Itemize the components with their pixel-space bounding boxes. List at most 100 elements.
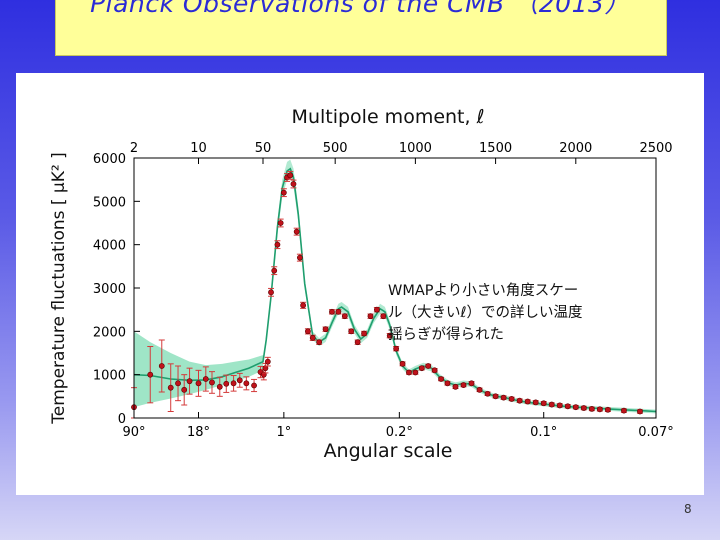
data-point	[564, 403, 571, 410]
top-tick-label: 1000	[399, 141, 432, 156]
data-marker	[373, 306, 380, 313]
data-point	[620, 407, 627, 414]
data-marker	[309, 334, 316, 341]
data-marker	[348, 328, 355, 335]
top-tick-label: 2500	[639, 141, 672, 156]
data-marker	[556, 402, 563, 409]
data-point	[290, 179, 297, 189]
axes-layer	[133, 157, 657, 419]
data-marker	[329, 308, 335, 315]
data-point	[636, 408, 643, 415]
data-point	[243, 376, 250, 391]
data-marker	[277, 220, 284, 226]
data-point	[431, 367, 438, 374]
data-point	[341, 313, 348, 320]
data-marker	[596, 406, 603, 413]
data-marker	[175, 380, 181, 387]
y-axis-title: Temperature fluctuations [ μK² ]	[49, 152, 69, 424]
data-marker	[264, 358, 271, 365]
data-point	[216, 376, 223, 397]
data-marker	[243, 380, 250, 387]
data-marker	[431, 367, 438, 374]
data-point	[277, 218, 284, 228]
data-marker	[516, 397, 523, 404]
data-point	[287, 170, 294, 180]
data-marker	[452, 383, 459, 390]
data-marker	[300, 302, 307, 309]
data-marker	[209, 379, 215, 386]
data-marker	[147, 371, 154, 378]
top-tick-label: 2	[130, 141, 138, 156]
data-point	[361, 330, 368, 337]
data-marker	[460, 382, 467, 388]
data-marker	[186, 378, 193, 385]
data-marker	[223, 380, 230, 387]
data-point	[230, 375, 237, 392]
data-marker	[195, 380, 202, 387]
top-tick-label: 50	[255, 141, 272, 156]
data-point	[500, 394, 507, 401]
bottom-tick-label: 1°	[276, 425, 291, 440]
data-point	[181, 374, 188, 406]
data-marker	[268, 289, 274, 296]
data-point	[540, 400, 547, 407]
data-point	[167, 363, 174, 412]
data-marker	[287, 172, 294, 179]
data-point	[444, 380, 451, 387]
y-tick-label: 3000	[93, 282, 126, 297]
data-marker	[202, 376, 209, 382]
data-marker	[367, 313, 374, 320]
data-marker	[274, 241, 281, 248]
data-marker	[412, 369, 419, 376]
data-point	[380, 313, 387, 320]
data-point	[524, 398, 531, 405]
data-marker	[508, 396, 515, 402]
bottom-tick-label: 90°	[122, 425, 145, 440]
data-point	[264, 356, 271, 367]
data-marker	[280, 189, 287, 196]
data-point	[367, 313, 374, 320]
data-point	[309, 334, 316, 341]
data-point	[274, 240, 281, 250]
data-point	[588, 405, 595, 412]
data-point	[425, 363, 432, 369]
data-marker	[524, 398, 531, 405]
data-marker	[341, 313, 348, 320]
data-marker	[406, 369, 412, 376]
data-point	[271, 266, 278, 276]
data-marker	[354, 339, 361, 346]
data-marker	[500, 394, 507, 401]
data-point	[580, 405, 587, 411]
data-marker	[418, 365, 425, 372]
bottom-tick-label: 18°	[187, 425, 210, 440]
data-marker	[425, 363, 432, 369]
slide-title: Planck Observations of the CMB （2013）	[90, 0, 630, 18]
y-tick-label: 6000	[93, 152, 126, 167]
data-point	[202, 366, 209, 392]
data-point	[268, 287, 275, 297]
axis-labels-layer: 0 1000 2000 3000 4000 5000 6000 2 10 50 500 1000 150…	[49, 106, 674, 462]
data-point	[300, 301, 307, 309]
y-tick-label: 0	[118, 412, 126, 427]
data-point	[175, 365, 182, 402]
data-marker	[492, 393, 499, 400]
data-marker	[604, 406, 611, 413]
data-marker	[637, 408, 643, 415]
data-point	[452, 383, 459, 390]
data-marker	[380, 313, 387, 320]
annotation-text: WMAPより小さい角度スケール（大きいℓ）での詳しい温度揺らぎが得られた	[388, 283, 583, 343]
data-marker	[564, 403, 571, 410]
top-tick-label: 2000	[559, 141, 592, 156]
data-marker	[399, 360, 406, 367]
data-marker	[621, 407, 627, 414]
data-point	[280, 188, 287, 198]
data-marker	[438, 376, 444, 382]
data-point	[492, 393, 499, 400]
data-marker	[251, 382, 257, 389]
data-marker	[167, 384, 174, 391]
data-marker	[484, 390, 491, 397]
data-point	[158, 339, 165, 393]
slide-title-box	[55, 0, 667, 56]
data-point	[548, 401, 555, 408]
data-point	[532, 399, 539, 406]
